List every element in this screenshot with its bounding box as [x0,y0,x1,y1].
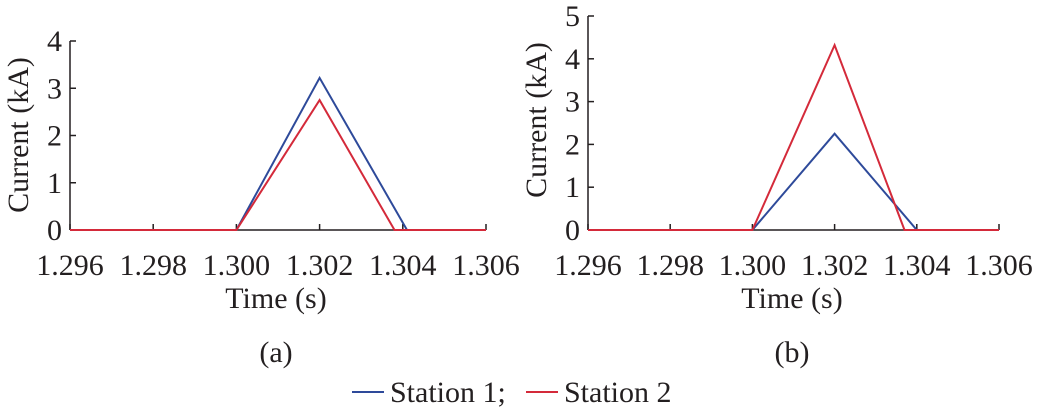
series-line-station-1 [588,132,999,231]
x-axis-label: Time (s) [741,282,842,315]
x-tick-label: 1.298 [636,249,704,282]
legend-label-station-1: Station 1; [390,376,506,409]
y-tick-label: 0 [565,214,580,247]
y-tick-label: 2 [47,120,62,153]
x-tick-label: 1.300 [719,249,787,282]
x-tick-label: 1.306 [452,249,520,282]
y-tick-label: 0 [47,214,62,247]
y-tick-label: 1 [47,167,62,200]
y-tick-label: 2 [565,128,580,161]
y-tick-label: 3 [565,86,580,119]
y-tick-label: 4 [565,43,580,76]
y-tick-label: 1 [565,171,580,204]
legend-label-station-2: Station 2 [564,376,672,409]
panel-label: (b) [775,336,810,369]
x-tick-label: 1.302 [286,249,354,282]
x-axis-label: Time (s) [225,282,326,315]
x-tick-label: 1.306 [965,249,1033,282]
y-tick-label: 5 [565,0,580,33]
x-tick-label: 1.296 [554,249,622,282]
chart-panel-b: 0 1 2 3 4 5 1.296 1.298 1.300 1.302 1.304 1.306 Curr… [520,0,1033,369]
x-tick-label: 1.304 [369,249,437,282]
x-tick-label: 1.296 [36,249,104,282]
y-axis-label: Current (kA) [520,42,553,198]
legend: Station 1; Station 2 [352,376,672,409]
x-tick-label: 1.300 [203,249,271,282]
x-tick-label: 1.298 [119,249,187,282]
series-line-station-2 [70,98,486,231]
x-tick-label: 1.304 [883,249,951,282]
series-line-station-1 [70,75,486,231]
y-tick-label: 4 [47,25,62,58]
x-tick-label: 1.302 [801,249,869,282]
y-axis-label: Current (kA) [2,57,35,213]
panel-label: (a) [259,336,292,369]
y-tick-label: 3 [47,72,62,105]
series-line-station-2 [588,42,999,231]
chart-panel-a: 0 1 2 3 4 1.296 1.298 1.300 1.302 1.304 1.306 Curre… [2,25,520,369]
